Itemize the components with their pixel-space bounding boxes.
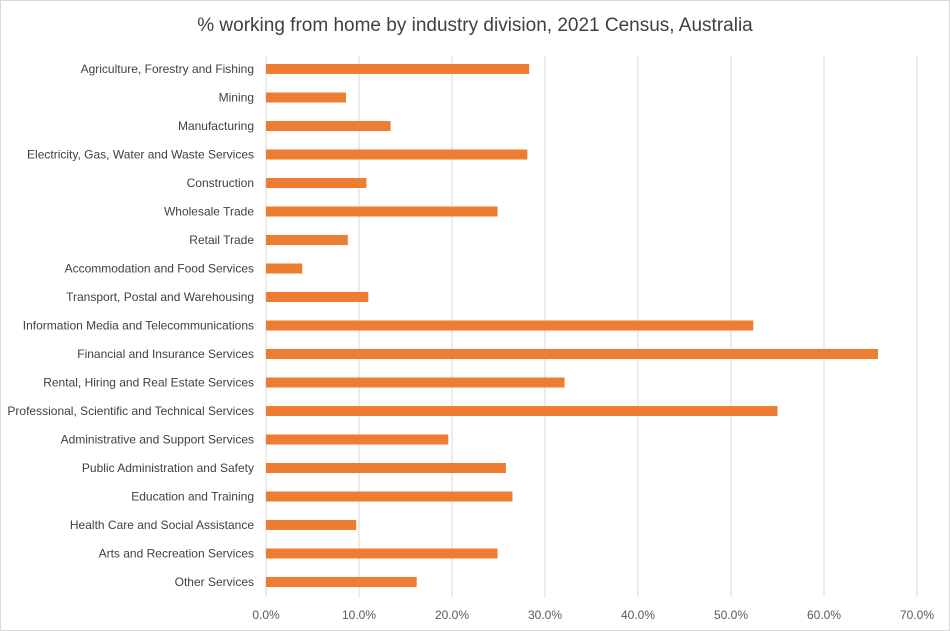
category-label: Education and Training xyxy=(131,490,254,504)
bar xyxy=(266,491,513,502)
bar xyxy=(266,263,303,274)
category-labels: Agriculture, Forestry and Fishing Mining M… xyxy=(7,62,254,589)
category-label: Arts and Recreation Services xyxy=(99,547,254,561)
x-tick-label: 30.0% xyxy=(528,608,562,622)
bar xyxy=(266,434,449,445)
bar xyxy=(266,206,498,217)
category-label: Retail Trade xyxy=(189,233,254,247)
category-label: Other Services xyxy=(175,575,254,589)
category-label: Construction xyxy=(187,176,254,190)
x-tick-label: 10.0% xyxy=(342,608,376,622)
bar xyxy=(266,320,754,331)
x-tick-label: 50.0% xyxy=(714,608,748,622)
x-tick-label: 0.0% xyxy=(252,608,280,622)
bar xyxy=(266,377,565,388)
category-label: Administrative and Support Services xyxy=(61,433,254,447)
bar xyxy=(266,64,530,74)
x-axis-tick-labels: 0.0% 10.0% 20.0% 30.0% 40.0% 50.0% 60.0% 70.0% xyxy=(252,608,934,622)
category-label: Public Administration and Safety xyxy=(82,461,254,475)
x-tick-label: 60.0% xyxy=(807,608,841,622)
bar xyxy=(266,92,346,103)
category-label: Manufacturing xyxy=(178,119,254,133)
bar xyxy=(266,406,778,416)
bar xyxy=(266,292,369,302)
category-label: Information Media and Telecommunications xyxy=(23,319,254,333)
category-label: Professional, Scientific and Technical S… xyxy=(7,404,254,418)
category-label: Mining xyxy=(219,91,254,105)
x-tick-label: 40.0% xyxy=(621,608,655,622)
bar xyxy=(266,463,506,473)
category-label: Wholesale Trade xyxy=(164,205,254,219)
category-label: Accommodation and Food Services xyxy=(65,262,254,276)
category-label: Electricity, Gas, Water and Waste Servic… xyxy=(27,148,254,162)
chart-title: % working from home by industry division… xyxy=(197,15,753,36)
x-tick-label: 70.0% xyxy=(900,608,934,622)
bar xyxy=(266,235,348,245)
bar xyxy=(266,520,357,530)
bar xyxy=(266,121,391,131)
bar xyxy=(266,577,417,587)
bar xyxy=(266,548,498,559)
bars xyxy=(266,64,878,587)
category-label: Agriculture, Forestry and Fishing xyxy=(81,62,254,76)
bar xyxy=(266,178,367,188)
category-label: Rental, Hiring and Real Estate Services xyxy=(43,376,254,390)
category-label: Financial and Insurance Services xyxy=(77,347,254,361)
x-tick-label: 20.0% xyxy=(435,608,469,622)
category-label: Transport, Postal and Warehousing xyxy=(66,290,254,304)
bar xyxy=(266,349,878,359)
category-label: Health Care and Social Assistance xyxy=(70,518,254,532)
bar xyxy=(266,149,528,160)
